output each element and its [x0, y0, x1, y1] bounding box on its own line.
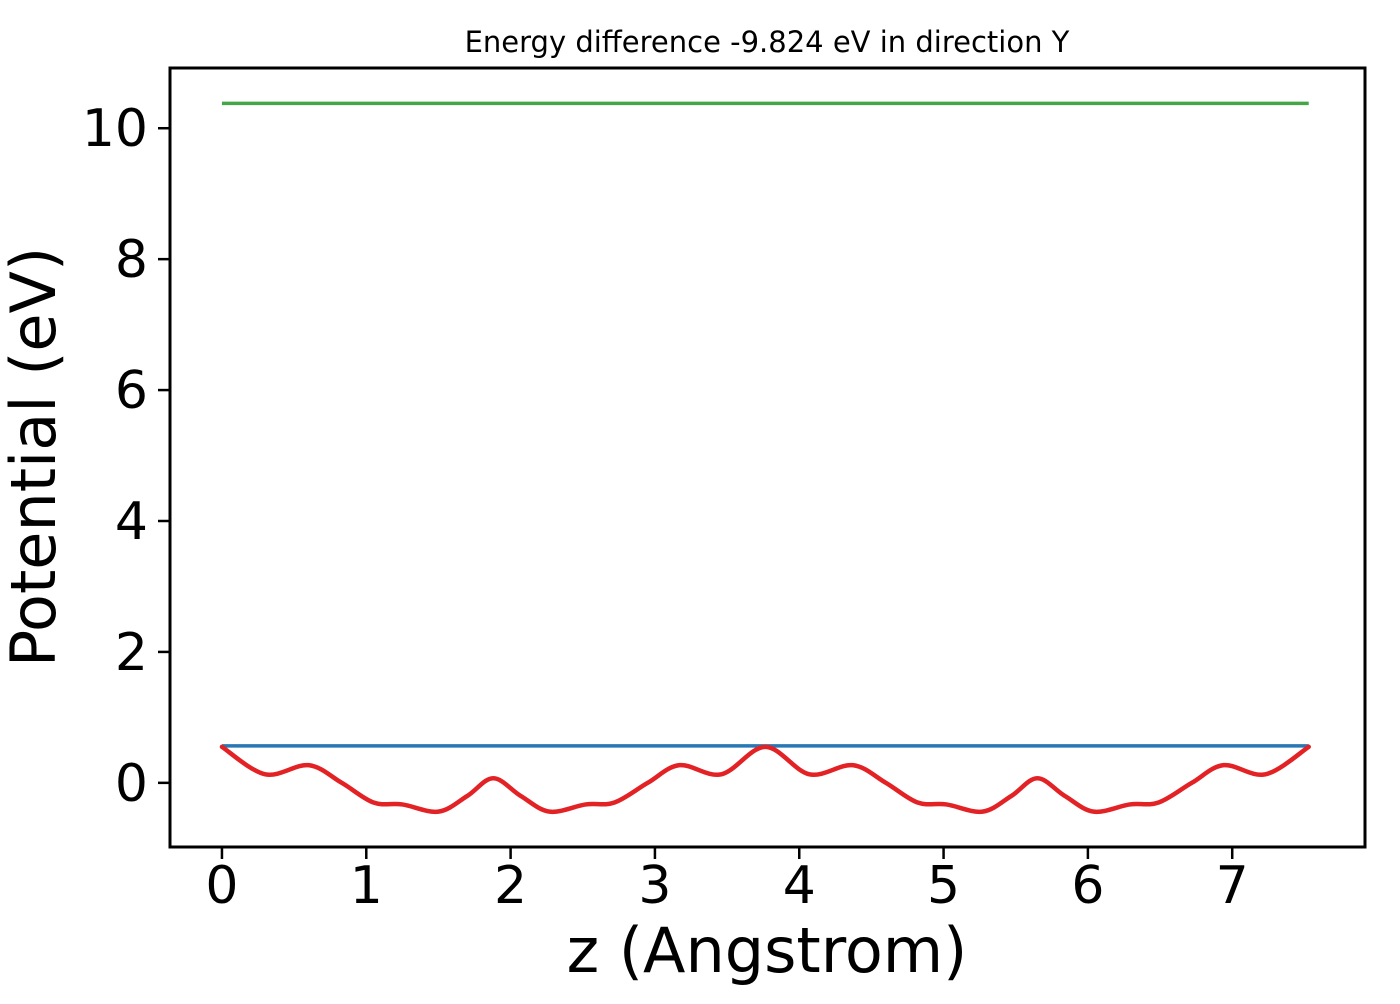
- x-axis-label: z (Angstrom): [567, 914, 968, 987]
- x-tick-label: 1: [350, 856, 383, 916]
- y-tick-label: 8: [115, 230, 148, 290]
- x-axis-ticks: 0 1 2 3 4 5 6 7: [205, 847, 1249, 916]
- x-tick-label: 6: [1071, 856, 1104, 916]
- y-axis-ticks: 0 2 4 6 8 10: [82, 99, 170, 814]
- y-axis-label: Potential (eV): [0, 247, 70, 667]
- series-layer: [219, 101, 1311, 815]
- y-tick-label: 0: [115, 754, 148, 814]
- y-tick-label: 4: [115, 492, 148, 552]
- y-tick-label: 10: [82, 99, 148, 159]
- x-tick-label: 3: [638, 856, 671, 916]
- x-tick-label: 2: [494, 856, 527, 916]
- plot-border: [168, 66, 1367, 849]
- y-tick-label: 2: [115, 623, 148, 683]
- x-tick-label: 0: [205, 856, 238, 916]
- x-tick-label: 7: [1216, 856, 1249, 916]
- x-tick-label: 4: [783, 856, 816, 916]
- chart-title: Energy difference -9.824 eV in direction…: [465, 25, 1070, 59]
- planar-average-potential-curve: [219, 744, 1311, 815]
- y-tick-label: 6: [115, 361, 148, 421]
- x-tick-label: 5: [927, 856, 960, 916]
